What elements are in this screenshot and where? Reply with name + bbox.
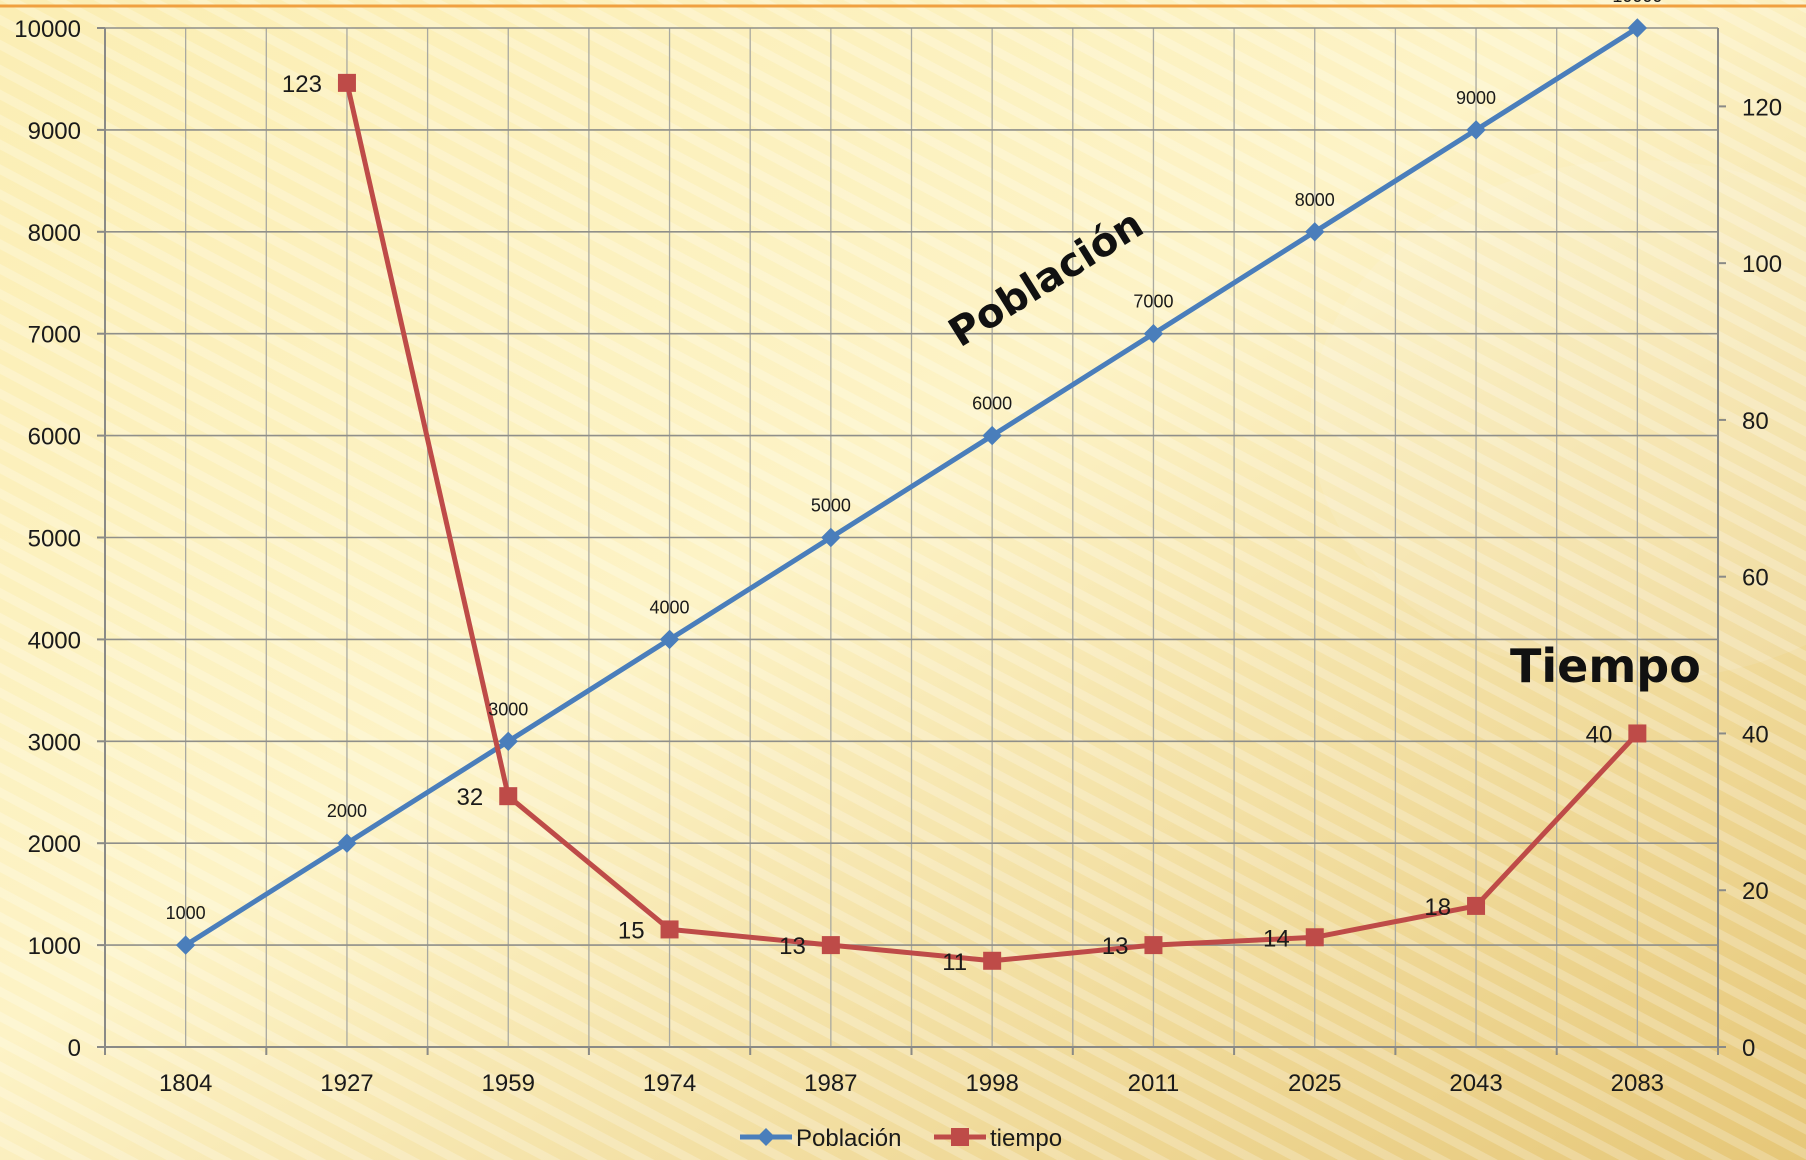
tiempo-point — [983, 951, 1002, 970]
x-tick-label: 2083 — [1611, 1070, 1664, 1097]
x-tick-label: 1959 — [482, 1070, 535, 1097]
poblacion-point — [1466, 120, 1486, 140]
y-left-tick-label: 5000 — [28, 526, 81, 553]
poblacion-point — [659, 629, 680, 650]
y-right-tick-label: 40 — [1742, 721, 1769, 748]
tiempo-data-label: 123 — [282, 71, 322, 98]
legend-marker-poblacion — [757, 1128, 775, 1146]
axes — [97, 27, 1726, 1055]
tiempo-point — [337, 73, 356, 92]
x-tick-label: 2011 — [1128, 1070, 1180, 1097]
data-markers — [175, 18, 1648, 970]
y-left-tick-label: 3000 — [28, 729, 81, 756]
poblacion-data-label: 4000 — [650, 597, 690, 617]
y-left-tick-label: 2000 — [28, 831, 81, 858]
poblacion-point — [175, 935, 196, 955]
poblacion-data-label: 7000 — [1133, 292, 1173, 312]
tiempo-data-label: 18 — [1424, 894, 1451, 921]
y-right-tick-label: 120 — [1742, 94, 1782, 121]
tiempo-point — [821, 936, 840, 955]
tiempo-point — [1467, 896, 1486, 915]
poblacion-data-label: 10000 — [1612, 0, 1662, 6]
x-tick-label: 1804 — [159, 1070, 212, 1097]
poblacion-data-label: 9000 — [1456, 88, 1496, 108]
poblacion-point — [337, 833, 357, 853]
tiempo-point — [660, 920, 679, 939]
poblacion-data-label: 2000 — [327, 801, 367, 821]
y-right-tick-label: 0 — [1742, 1035, 1755, 1062]
legend-label-poblacion: Población — [796, 1125, 901, 1152]
y-right-tick-label: 60 — [1742, 565, 1769, 592]
y-left-tick-label: 9000 — [28, 118, 81, 145]
x-tick-label: 1974 — [643, 1070, 696, 1097]
poblacion-point — [1143, 323, 1164, 344]
legend: Población tiempo — [740, 1125, 1062, 1152]
poblacion-point — [982, 425, 1002, 446]
tiempo-point — [499, 787, 518, 806]
x-tick-label: 1987 — [804, 1070, 857, 1097]
poblacion-data-label: 1000 — [166, 903, 206, 923]
tiempo-point — [1628, 724, 1647, 743]
tiempo-data-label: 13 — [1102, 933, 1129, 960]
x-tick-label: 1927 — [320, 1070, 373, 1097]
y-left-tick-label: 10000 — [14, 16, 81, 43]
y-right-tick-label: 80 — [1742, 408, 1769, 435]
poblacion-data-label: 6000 — [972, 394, 1012, 414]
y-left-tick-label: 7000 — [28, 322, 81, 349]
poblacion-data-label: 5000 — [811, 496, 851, 516]
x-tick-label: 1998 — [965, 1070, 1018, 1097]
poblacion-point — [1627, 18, 1648, 38]
tiempo-data-label: 15 — [618, 917, 645, 944]
series-line-poblacion — [184, 25, 1639, 948]
tiempo-data-label: 40 — [1586, 721, 1613, 748]
y-left-tick-label: 4000 — [28, 627, 81, 654]
poblacion-point — [498, 731, 518, 752]
annotation-tiempo: Tiempo — [1510, 639, 1701, 693]
y-left-tick-label: 0 — [68, 1035, 81, 1062]
poblacion-point — [1305, 222, 1325, 242]
legend-label-tiempo: tiempo — [990, 1125, 1062, 1152]
legend-marker-tiempo — [951, 1128, 969, 1146]
gridlines — [104, 27, 1719, 1048]
x-tick-label: 2043 — [1449, 1070, 1502, 1097]
poblacion-point — [821, 527, 841, 548]
tiempo-data-label: 32 — [457, 784, 484, 811]
y-right-tick-label: 20 — [1742, 878, 1769, 905]
tiempo-data-label: 13 — [779, 933, 806, 960]
tick-labels: 0100020003000400050006000700080009000100… — [14, 16, 1782, 1097]
x-tick-label: 2025 — [1288, 1070, 1341, 1097]
y-right-tick-label: 100 — [1742, 251, 1782, 278]
tiempo-point — [1144, 936, 1163, 955]
y-left-tick-label: 6000 — [28, 424, 81, 451]
data-labels: 1000 2000 3000 4000 5000 6000 7000 8000 9000 1000… — [166, 0, 1663, 976]
background-glow — [1310, 160, 1806, 680]
tiempo-point — [1305, 928, 1324, 947]
poblacion-data-label: 8000 — [1295, 190, 1335, 210]
y-left-tick-label: 1000 — [28, 933, 81, 960]
poblacion-data-label: 3000 — [488, 699, 528, 719]
y-left-tick-label: 8000 — [28, 220, 81, 247]
tiempo-data-label: 14 — [1263, 925, 1290, 952]
tiempo-data-label: 11 — [942, 949, 967, 976]
